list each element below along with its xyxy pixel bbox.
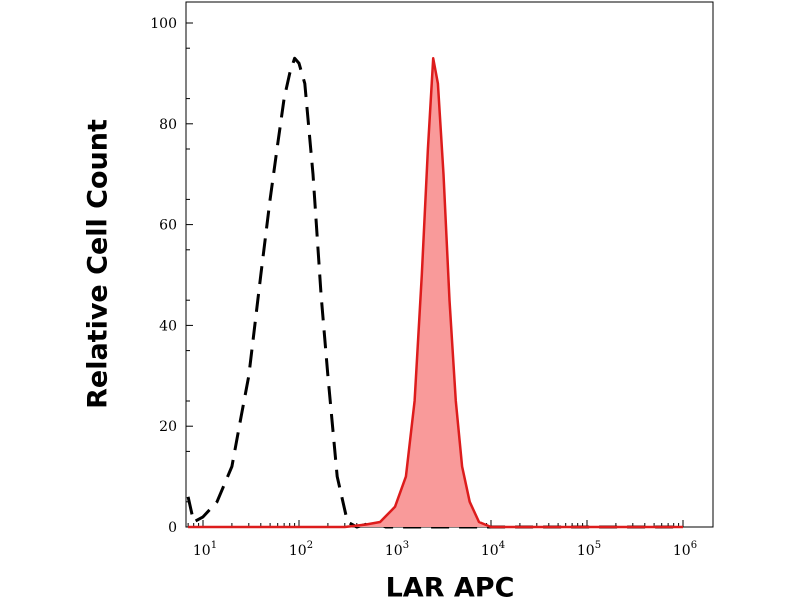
x-axis-label: LAR APC: [385, 572, 515, 604]
y-tick-label: 60: [159, 218, 177, 234]
x-tick-label: 103: [385, 540, 409, 559]
x-tick-label: 101: [193, 540, 217, 559]
series-dashed-line: [186, 56, 683, 529]
x-tick-label: 102: [289, 540, 313, 559]
x-tick-label: 105: [577, 540, 601, 559]
y-tick-label: 0: [168, 520, 177, 536]
y-axis-label: Relative Cell Count: [82, 119, 114, 409]
x-tick-label: 104: [481, 540, 505, 559]
series-fill-area: [188, 58, 683, 528]
y-tick-label: 80: [159, 117, 177, 133]
y-tick-label: 100: [150, 16, 177, 32]
series-outline-line: [188, 57, 683, 529]
x-tick-label: 106: [673, 540, 697, 559]
y-tick-label: 20: [159, 419, 177, 435]
y-tick-label: 40: [159, 318, 177, 334]
